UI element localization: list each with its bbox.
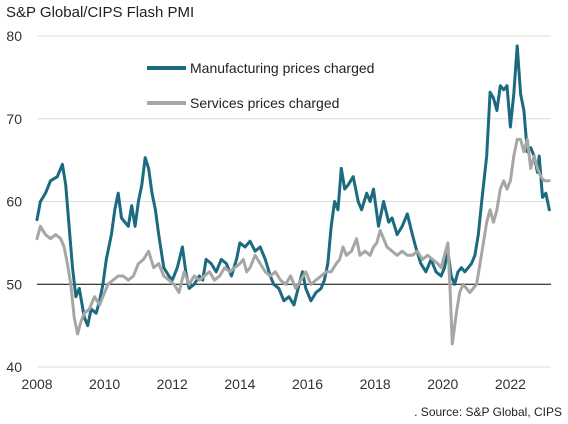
- y-axis: 40 50 60 70 80: [6, 28, 22, 375]
- grid: [37, 35, 551, 368]
- source-note: . Source: S&P Global, CIPS: [414, 405, 562, 419]
- x-tick-label: 2014: [224, 376, 255, 392]
- x-tick-label: 2022: [495, 376, 526, 392]
- x-tick-label: 2008: [21, 376, 52, 392]
- x-tick-label: 2012: [157, 376, 188, 392]
- x-tick-label: 2016: [292, 376, 323, 392]
- legend-label: Manufacturing prices charged: [190, 60, 374, 76]
- x-tick-label: 2018: [360, 376, 391, 392]
- x-tick-label: 2020: [427, 376, 458, 392]
- legend: Manufacturing prices charged Services pri…: [147, 60, 374, 111]
- y-tick-label: 60: [6, 194, 22, 210]
- chart-title: S&P Global/CIPS Flash PMI: [6, 4, 194, 21]
- legend-label: Services prices charged: [190, 95, 339, 111]
- y-tick-label: 70: [6, 111, 22, 127]
- y-tick-label: 40: [6, 359, 22, 375]
- series-lines: [35, 44, 551, 346]
- x-tick-label: 2010: [89, 376, 120, 392]
- x-axis: 2008 2010 2012 2014 2016 2018 2020 2022: [21, 376, 526, 392]
- services-series-line: [35, 137, 551, 346]
- y-tick-label: 80: [6, 28, 22, 44]
- y-tick-label: 50: [6, 276, 22, 292]
- manufacturing-series-line: [35, 44, 551, 328]
